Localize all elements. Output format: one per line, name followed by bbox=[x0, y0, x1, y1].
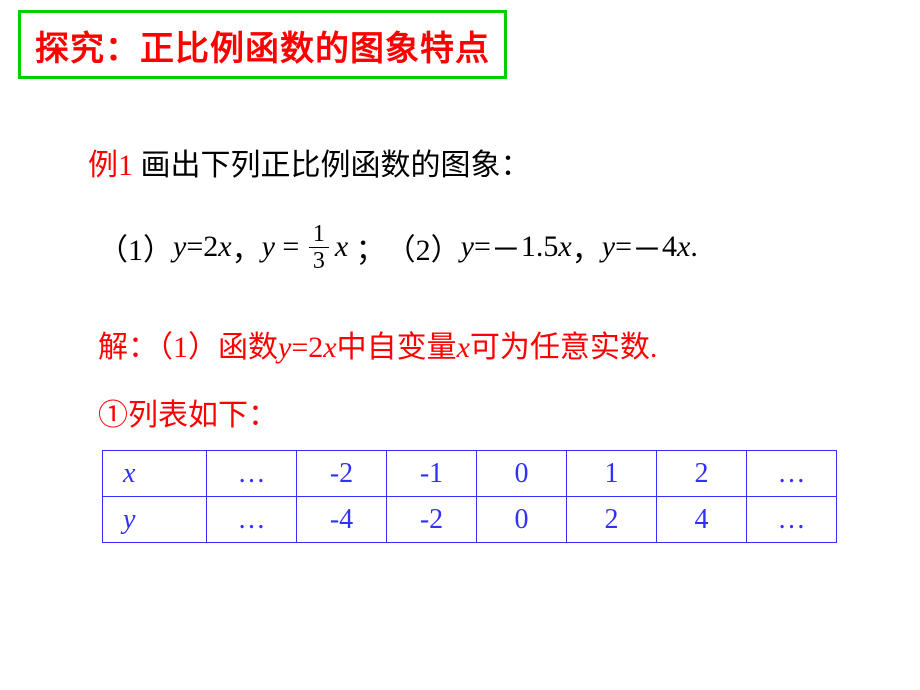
cell: 0 bbox=[477, 497, 567, 543]
f2-eqa: = bbox=[275, 230, 307, 264]
data-table: x … -2 -1 0 1 2 … y … -4 -2 0 2 4 … bbox=[102, 450, 837, 543]
solution-line: 解：（1）函数y=2x中自变量x可为任意实数. bbox=[98, 322, 657, 366]
f1-rhs: x bbox=[218, 230, 231, 264]
part2-label: （2） bbox=[386, 225, 461, 269]
list-label: ①列表如下： bbox=[98, 390, 278, 434]
cell: -2 bbox=[297, 451, 387, 497]
table-row: y … -4 -2 0 2 4 … bbox=[103, 497, 837, 543]
sep2: ； bbox=[348, 225, 386, 269]
cell: … bbox=[207, 451, 297, 497]
sep1: ， bbox=[232, 225, 262, 269]
frac-num: 1 bbox=[309, 222, 329, 248]
frac-den: 3 bbox=[309, 248, 329, 273]
f1-lhs: y bbox=[173, 230, 186, 264]
cell: 2 bbox=[657, 451, 747, 497]
example-heading: 例1 画出下列正比例函数的图象： bbox=[88, 140, 531, 184]
cell: -1 bbox=[387, 451, 477, 497]
sol-var: x bbox=[457, 331, 470, 364]
sol-prefix: 解：（1）函数 bbox=[98, 331, 278, 364]
f1-eq: =2 bbox=[186, 230, 218, 264]
f3-lhs: y bbox=[461, 230, 474, 264]
f4-coef: 4 bbox=[662, 230, 677, 264]
f3-coef: 1.5 bbox=[521, 230, 559, 264]
part1-label: （1） bbox=[98, 225, 173, 269]
f4-eq: = bbox=[615, 230, 632, 264]
title-box: 探究：正比例函数的图象特点 bbox=[18, 10, 507, 79]
sol-fn-lhs: y bbox=[278, 331, 291, 364]
formula-line: （1） y =2 x ， y = 1 3 x ； （2） y = － 1.5 x… bbox=[98, 212, 698, 282]
header-x: x bbox=[103, 451, 207, 497]
cell: … bbox=[207, 497, 297, 543]
period: . bbox=[690, 230, 698, 264]
sol-suffix: 可为任意实数. bbox=[470, 331, 658, 364]
table-row: x … -2 -1 0 1 2 … bbox=[103, 451, 837, 497]
cell: 2 bbox=[567, 497, 657, 543]
cell: … bbox=[747, 497, 837, 543]
f3-rhs: x bbox=[558, 230, 571, 264]
f3-eq: = bbox=[474, 230, 491, 264]
cell: 1 bbox=[567, 451, 657, 497]
f4-rhs: x bbox=[677, 230, 690, 264]
cell: 0 bbox=[477, 451, 567, 497]
cell: … bbox=[747, 451, 837, 497]
cell: -2 bbox=[387, 497, 477, 543]
sol-fn-eq: =2 bbox=[291, 331, 323, 364]
f4-neg: － bbox=[632, 225, 662, 269]
example-text: 画出下列正比例函数的图象： bbox=[141, 149, 531, 182]
f2-rhs: x bbox=[335, 230, 348, 264]
f4-lhs: y bbox=[602, 230, 615, 264]
cell: 4 bbox=[657, 497, 747, 543]
cell: -4 bbox=[297, 497, 387, 543]
title-text: 探究：正比例函数的图象特点 bbox=[35, 31, 490, 68]
sol-mid: 中自变量 bbox=[337, 331, 457, 364]
fraction-one-third: 1 3 bbox=[309, 222, 329, 273]
sep3: ， bbox=[572, 225, 602, 269]
f3-neg: － bbox=[491, 225, 521, 269]
example-label: 例1 bbox=[88, 149, 133, 182]
f2-lhs: y bbox=[262, 230, 275, 264]
header-y: y bbox=[103, 497, 207, 543]
sol-fn-rhs: x bbox=[323, 331, 336, 364]
